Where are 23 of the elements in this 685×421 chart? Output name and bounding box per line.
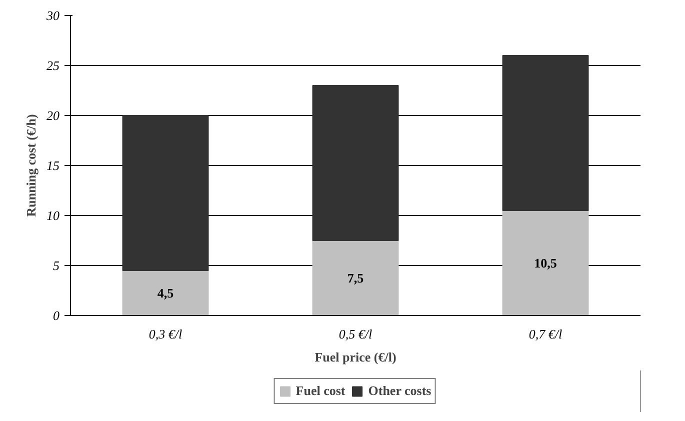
y-tick-label: 15: [46, 158, 60, 173]
data-label: 4,5: [157, 286, 174, 300]
legend-label: Fuel cost: [296, 383, 346, 399]
bar: [122, 115, 209, 271]
y-tick-label: 25: [46, 58, 60, 73]
bar: [502, 210, 589, 316]
data-label: 10,5: [534, 256, 558, 270]
y-tick-label: 10: [46, 208, 60, 223]
y-tick-label: 20: [46, 108, 60, 123]
bar: [122, 270, 209, 316]
bar: [312, 85, 399, 241]
bar: [502, 55, 589, 211]
y-tick-label: 0: [53, 308, 60, 323]
x-axis-title: Fuel price (€/l): [314, 350, 396, 364]
y-tick-label: 30: [46, 8, 60, 23]
x-tick-label: 0,3 €/l: [148, 326, 182, 342]
bar: [312, 240, 399, 316]
x-tick-label: 0,5 €/l: [338, 326, 372, 342]
x-tick-label: 0,7 €/l: [528, 326, 562, 342]
data-label: 7,5: [347, 270, 364, 286]
legend-label: Other costs: [368, 383, 432, 399]
y-axis-title: Running cost (€/h): [24, 114, 38, 217]
y-tick-label: 5: [53, 258, 60, 273]
